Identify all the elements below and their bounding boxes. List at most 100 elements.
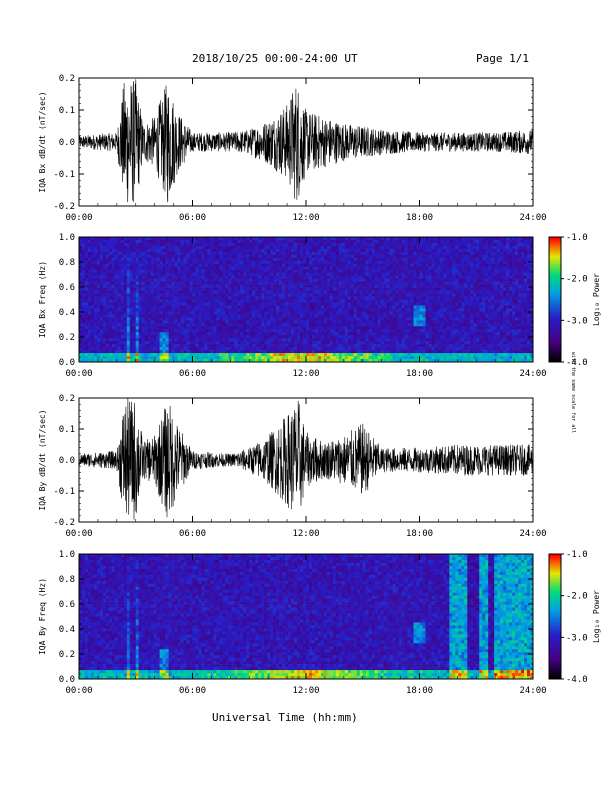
- spectrogram-cell: [258, 239, 262, 244]
- spectrogram-cell: [347, 299, 352, 303]
- spectrogram-cell: [198, 314, 202, 318]
- spectrogram-cell: [192, 353, 196, 357]
- spectrogram-cell: [231, 278, 235, 282]
- spectrogram-cell: [332, 260, 337, 265]
- spectrogram-cell: [353, 311, 358, 315]
- spectrogram-cell: [168, 353, 172, 357]
- spectrogram-cell: [377, 290, 381, 294]
- spectrogram-cell: [135, 281, 140, 285]
- spectrogram-cell: [395, 263, 399, 268]
- spectrogram-cell: [189, 293, 193, 297]
- spectrogram-cell: [186, 314, 190, 318]
- spectrogram-cell: [422, 257, 426, 262]
- spectrogram-cell: [258, 272, 262, 276]
- spectrogram-cell: [359, 290, 364, 294]
- spectrogram-cell: [413, 302, 417, 306]
- spectrogram-cell: [264, 320, 268, 324]
- spectrogram-cell: [174, 338, 178, 342]
- spectrogram-cell: [213, 353, 217, 357]
- spectrogram-cell: [228, 305, 232, 309]
- spectrogram-cell: [291, 308, 295, 312]
- spectrogram-cell: [156, 269, 160, 274]
- spectrogram-cell: [276, 287, 280, 291]
- spectrogram-cell: [153, 254, 157, 259]
- spectrogram-cell: [300, 251, 304, 256]
- spectrogram-cell: [171, 311, 175, 315]
- spectrogram-cell: [240, 335, 244, 339]
- spectrogram-cell: [371, 347, 375, 351]
- spectrogram-cell: [308, 287, 313, 291]
- spectrogram-cell: [234, 359, 238, 363]
- spectrogram-cell: [141, 242, 146, 247]
- spectrogram-cell: [246, 323, 250, 327]
- spectrogram-cell: [297, 299, 301, 303]
- spectrogram-cell: [231, 323, 235, 327]
- spectrogram-cell: [99, 281, 104, 285]
- spectrogram-cell: [96, 242, 101, 247]
- spectrogram-cell: [162, 317, 166, 321]
- spectrogram-cell: [264, 257, 268, 262]
- spectrogram-cell: [243, 284, 247, 288]
- spectrogram-cell: [335, 332, 340, 336]
- spectrogram-cell: [156, 314, 160, 318]
- spectrogram-cell: [356, 347, 361, 351]
- spectrogram-cell: [90, 260, 95, 265]
- spectrogram-cell: [153, 299, 157, 303]
- spectrogram-cell: [401, 311, 405, 315]
- spectrogram-cell: [258, 251, 262, 256]
- spectrogram-cell: [228, 281, 232, 285]
- spectrogram-cell: [141, 275, 146, 279]
- spectrogram-cell: [416, 344, 420, 348]
- spectrogram-cell: [371, 332, 375, 336]
- spectrogram-cell: [267, 299, 271, 303]
- spectrogram-cell: [237, 254, 241, 259]
- spectrogram-cell: [189, 332, 193, 336]
- spectrogram-cell: [353, 251, 358, 256]
- spectrogram-cell: [308, 326, 313, 330]
- spectrogram-cell: [323, 248, 328, 253]
- spectrogram-cell: [317, 326, 322, 330]
- spectrogram-cell: [303, 347, 307, 351]
- spectrogram-cell: [135, 257, 140, 262]
- spectrogram-cell: [407, 344, 411, 348]
- spectrogram-cell: [105, 269, 110, 274]
- spectrogram-cell: [303, 251, 307, 256]
- spectrogram-cell: [320, 317, 325, 321]
- spectrogram-cell: [231, 305, 235, 309]
- spectrogram-cell: [108, 284, 113, 288]
- spectrogram-cell: [326, 326, 331, 330]
- spectrogram-cell: [114, 314, 119, 318]
- spectrogram-cell: [216, 281, 220, 285]
- spectrogram-cell: [186, 305, 190, 309]
- spectrogram-cell: [249, 281, 253, 285]
- spectrogram-cell: [303, 237, 307, 241]
- spectrogram-cell: [150, 260, 154, 265]
- spectrogram-cell: [207, 344, 211, 348]
- spectrogram-cell: [243, 237, 247, 241]
- spectrogram-cell: [362, 242, 367, 247]
- spectrogram-cell: [383, 293, 387, 297]
- spectrogram-cell: [147, 341, 151, 345]
- spectrogram-cell: [144, 347, 148, 351]
- spectrogram-cell: [425, 308, 429, 312]
- spectrogram-cell: [392, 353, 396, 357]
- spectrogram-cell: [180, 329, 184, 333]
- spectrogram-cell: [207, 347, 211, 351]
- spectrogram-cell: [153, 266, 157, 271]
- spectrogram-cell: [326, 335, 331, 339]
- spectrogram-cell: [249, 275, 253, 279]
- spectrogram-cell: [219, 350, 223, 354]
- spectrogram-cell: [150, 347, 154, 351]
- spectrogram-cell: [311, 329, 316, 333]
- spectrogram-cell: [362, 269, 367, 274]
- spectrogram-cell: [365, 359, 370, 363]
- spectrogram-cell: [246, 335, 250, 339]
- spectrogram-cell: [398, 338, 402, 342]
- spectrogram-cell: [147, 311, 151, 315]
- spectrogram-cell: [84, 347, 89, 351]
- spectrogram-cell: [368, 254, 373, 259]
- spectrogram-cell: [228, 239, 232, 244]
- spectrogram-cell: [105, 275, 110, 279]
- spectrogram-cell: [162, 308, 166, 312]
- spectrogram-cell: [231, 302, 235, 306]
